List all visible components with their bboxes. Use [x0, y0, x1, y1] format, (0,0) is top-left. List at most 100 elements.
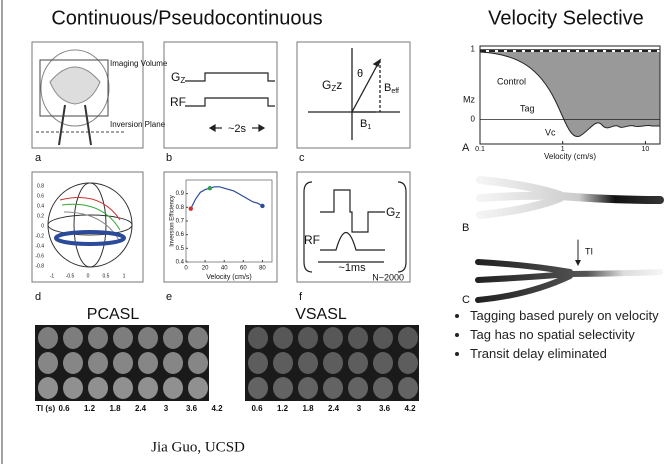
ti-value: 0.6: [58, 404, 70, 413]
image-title: PCASL: [87, 306, 140, 323]
y-tick-label: 0.4: [176, 260, 185, 266]
panel-label: B: [462, 222, 469, 234]
brain-slice: [163, 377, 183, 399]
ti-value: 2.4: [328, 404, 340, 413]
y-axis-label: Inversion Efficiency: [170, 195, 176, 247]
brain-slice: [88, 352, 108, 374]
y-tick-label: 0.8: [176, 205, 185, 211]
annotation: Inversion Plane: [110, 120, 166, 129]
brain-slice: [373, 327, 393, 349]
bullet: Transit delay eliminated: [470, 346, 667, 362]
brain-slice: [373, 377, 393, 399]
x-tick-label: 60: [240, 266, 247, 272]
x-tick-label: 0.5: [103, 273, 110, 279]
brain-slice: [63, 352, 83, 374]
ti-value: 3: [357, 404, 362, 413]
annotation: Vc: [545, 127, 556, 137]
brain-slice: [113, 377, 133, 399]
axis-label: RF: [170, 95, 186, 109]
vs-profile: [480, 46, 660, 144]
brain-slice: [248, 352, 268, 374]
y-tick-label: 0.8: [37, 183, 44, 189]
axis-label: Beff: [384, 82, 399, 95]
brain-slice: [298, 352, 318, 374]
ti-value: 4.2: [211, 404, 223, 413]
g-tail: z: [336, 78, 342, 92]
annotation: ~1ms: [338, 262, 366, 274]
g-sub: Z: [395, 211, 400, 220]
panel-label: d: [35, 291, 41, 303]
image-title: VSASL: [295, 306, 347, 323]
panel-label: c: [299, 152, 305, 164]
footer: Jia Guo, UCSD: [151, 439, 245, 455]
brain-slice: [163, 352, 183, 374]
brain-slice: [188, 327, 208, 349]
brain-slice: [88, 377, 108, 399]
ti-value: 0.6: [251, 404, 263, 413]
brain-slice: [273, 352, 293, 374]
ti-value: 1.8: [109, 404, 121, 413]
slide: Continuous/Pseudocontinuous Velocity Sel…: [0, 0, 667, 464]
x-tick-label: 0: [184, 266, 188, 272]
panel-label: A: [462, 142, 470, 154]
brain-slice: [163, 327, 183, 349]
g: G: [171, 70, 180, 84]
panel-label: e: [166, 291, 172, 303]
panel-label: C: [462, 294, 470, 306]
brain-slice: [113, 327, 133, 349]
axis-label: B1: [360, 118, 371, 131]
b-sub: eff: [391, 88, 399, 95]
y-tick-label: 0.5: [176, 246, 185, 252]
brain-slice: [88, 327, 108, 349]
annotation: Control: [497, 76, 526, 86]
mri-images: [35, 325, 419, 401]
y-tick-label: 1: [471, 45, 476, 54]
brain-slice: [188, 352, 208, 374]
ti-value: 1.2: [277, 404, 289, 413]
vector-diagram: [308, 48, 400, 140]
bullet: Tag has no spatial selectivity: [470, 327, 667, 343]
y-tick-label: 0.7: [176, 219, 185, 225]
g-sub: Z: [180, 76, 185, 85]
ti-value: 3.6: [186, 404, 198, 413]
right-title: Velocity Selective: [488, 7, 644, 29]
ti-value: 1.8: [302, 404, 314, 413]
axis-label: GZ: [171, 70, 185, 85]
brain-slice: [38, 352, 58, 374]
brain-slice: [323, 352, 343, 374]
brain-slice: [248, 327, 268, 349]
y-tick-label: 0.9: [176, 191, 185, 197]
annotation: Tag: [520, 103, 535, 113]
brain-slice: [138, 352, 158, 374]
y-tick-label: 0.6: [176, 232, 185, 238]
ti-label: TI (s): [36, 404, 55, 413]
y-tick-label: -0.2: [35, 233, 44, 239]
x-tick-label: 1: [561, 146, 565, 153]
y-tick-label: -0.4: [35, 243, 44, 249]
brain-slice: [248, 377, 268, 399]
brain-slice: [63, 327, 83, 349]
g: G: [322, 78, 331, 92]
brain-slice: [323, 377, 343, 399]
brain-slice: [298, 327, 318, 349]
brain-slice: [348, 352, 368, 374]
page: Continuous/Pseudocontinuous Velocity Sel…: [0, 0, 667, 464]
vessel-tree: [478, 180, 660, 300]
x-tick-label: 1: [123, 273, 126, 279]
left-title: Continuous/Pseudocontinuous: [51, 7, 322, 29]
line: [191, 187, 263, 209]
point: [260, 204, 264, 208]
point: [189, 207, 193, 211]
b: B: [384, 82, 391, 94]
bullet: Tagging based purely on velocity: [470, 308, 667, 324]
brain-slice: [138, 377, 158, 399]
x-tick-label: 0: [87, 273, 90, 279]
x-axis-label: Velocity (cm/s): [206, 274, 252, 281]
ti-value: 3: [164, 404, 169, 413]
vs-pulse: [304, 182, 406, 272]
brain-slice: [63, 377, 83, 399]
brain-slice: [373, 352, 393, 374]
ti-value: 1.2: [84, 404, 96, 413]
annotation: TI: [585, 246, 593, 256]
brain-slice: [113, 352, 133, 374]
